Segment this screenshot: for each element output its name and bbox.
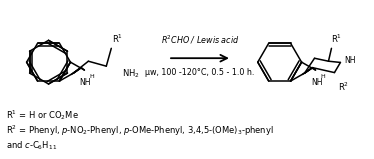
Text: R$^1$: R$^1$ (331, 33, 343, 45)
Text: and $c$-C$_6$H$_{11}$: and $c$-C$_6$H$_{11}$ (6, 139, 57, 152)
Text: H: H (321, 74, 325, 79)
Text: NH: NH (80, 78, 91, 87)
Text: R$^1$: R$^1$ (112, 33, 123, 45)
Text: μw, 100 -120°C, 0.5 - 1.0 h.: μw, 100 -120°C, 0.5 - 1.0 h. (145, 68, 255, 77)
Text: NH: NH (344, 56, 356, 65)
Text: R$^2$ = Phenyl, $p$-NO$_2$-Phenyl, $p$-OMe-Phenyl, 3,4,5-(OMe)$_3$-phenyl: R$^2$ = Phenyl, $p$-NO$_2$-Phenyl, $p$-O… (6, 124, 273, 138)
Text: H: H (89, 74, 94, 79)
Text: R$^2$CHO / Lewis acid: R$^2$CHO / Lewis acid (161, 34, 239, 46)
Text: NH$_2$: NH$_2$ (122, 68, 140, 80)
Text: R$^1$ = H or CO$_2$Me: R$^1$ = H or CO$_2$Me (6, 108, 79, 122)
Text: R$^2$: R$^2$ (338, 80, 349, 93)
Text: NH: NH (311, 78, 322, 87)
